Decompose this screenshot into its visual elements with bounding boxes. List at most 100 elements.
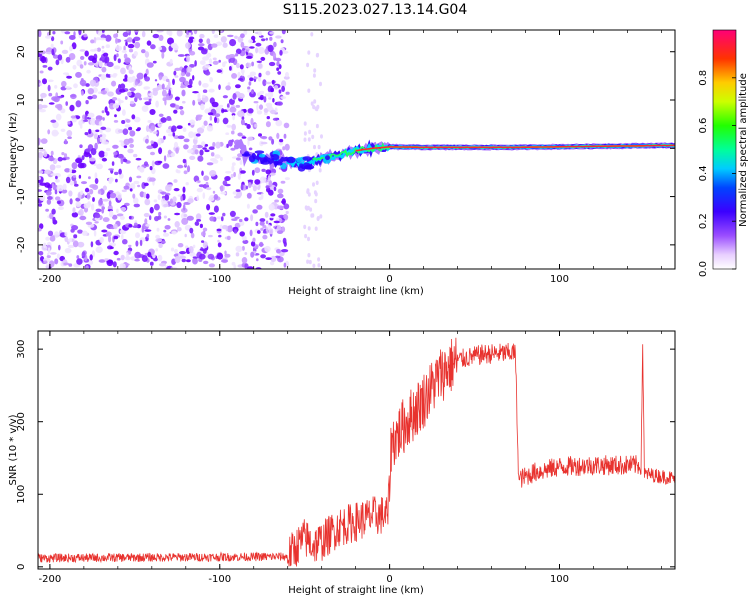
noise-blob <box>99 136 107 143</box>
noise-blob <box>226 103 230 109</box>
noise-blob <box>212 57 217 61</box>
noise-blob <box>319 81 322 87</box>
noise-blob <box>85 221 93 225</box>
noise-blob <box>251 61 255 67</box>
noise-blob <box>100 90 108 95</box>
noise-blob <box>124 96 128 100</box>
noise-blob <box>80 190 84 195</box>
noise-blob <box>64 168 71 173</box>
noise-blob <box>117 194 122 201</box>
noise-blob <box>157 194 161 201</box>
noise-blob <box>106 61 114 68</box>
noise-blob <box>164 98 167 106</box>
noise-blob <box>81 181 87 185</box>
noise-blob <box>175 104 180 110</box>
noise-blob <box>167 149 172 155</box>
noise-blob <box>38 30 42 38</box>
noise-blob <box>204 70 211 76</box>
noise-blob <box>258 104 264 110</box>
noise-blob <box>226 124 232 128</box>
noise-blob <box>60 40 64 45</box>
noise-blob <box>270 172 276 176</box>
noise-blob <box>261 38 266 42</box>
noise-blob <box>164 194 170 201</box>
noise-blob <box>55 179 61 183</box>
noise-blob <box>102 217 110 223</box>
noise-blob <box>163 155 167 162</box>
noise-blob <box>133 203 140 208</box>
noise-blob <box>253 101 259 104</box>
noise-blob <box>264 112 268 116</box>
noise-blob <box>72 174 77 178</box>
noise-blob <box>180 85 185 89</box>
noise-blob <box>119 263 126 269</box>
noise-blob <box>45 208 49 212</box>
noise-blob <box>116 213 124 217</box>
noise-blob <box>215 41 223 46</box>
noise-blob <box>159 262 166 267</box>
noise-blob <box>133 197 139 204</box>
noise-blob <box>176 227 182 232</box>
noise-blob <box>78 30 82 36</box>
noise-blob <box>256 103 259 111</box>
noise-blob <box>79 123 83 129</box>
noise-blob <box>315 123 319 129</box>
noise-blob <box>239 231 245 237</box>
noise-blob <box>193 175 200 183</box>
noise-blob <box>271 79 275 85</box>
spectrogram-y-tick-label: 0 <box>16 145 27 151</box>
noise-blob <box>244 122 248 126</box>
noise-blob <box>64 247 72 254</box>
noise-blob <box>60 58 64 65</box>
noise-blob <box>133 51 138 57</box>
noise-blob <box>205 187 212 191</box>
noise-blob <box>134 41 141 49</box>
spectrogram-x-tick-label: -100 <box>208 274 231 285</box>
noise-blob <box>268 180 273 188</box>
noise-blob <box>221 259 228 263</box>
noise-blob <box>225 132 230 135</box>
noise-blob <box>105 44 111 49</box>
noise-blob <box>45 51 52 55</box>
noise-blob <box>56 200 62 205</box>
noise-blob <box>252 209 258 214</box>
noise-blob <box>69 104 75 112</box>
noise-blob <box>96 47 101 52</box>
noise-blob <box>45 236 51 241</box>
noise-blob <box>247 179 254 183</box>
noise-blob <box>67 121 71 125</box>
noise-blob <box>153 257 158 262</box>
noise-blob <box>250 214 254 222</box>
noise-blob <box>134 258 140 262</box>
noise-blob <box>106 111 110 116</box>
noise-blob <box>98 259 106 263</box>
noise-blob <box>186 259 191 263</box>
noise-blob <box>277 239 282 243</box>
noise-blob <box>255 258 259 262</box>
noise-blob <box>245 55 253 59</box>
noise-blob <box>307 137 311 142</box>
noise-blob <box>213 205 219 213</box>
ridge-island <box>254 150 265 154</box>
noise-blob <box>146 233 150 238</box>
noise-blob <box>73 234 78 239</box>
noise-blob <box>155 234 161 239</box>
noise-blob <box>260 136 267 139</box>
snr-y-ticks: 0 100 200 300 <box>16 340 675 570</box>
noise-blob <box>93 133 98 140</box>
noise-blob <box>306 189 310 194</box>
noise-blob <box>96 30 99 35</box>
noise-blob <box>280 39 284 44</box>
noise-blob <box>201 141 206 147</box>
noise-blob <box>98 121 103 127</box>
noise-blob <box>100 126 107 130</box>
spectrogram-x-ticks: -200 -100 0 100 <box>39 30 662 285</box>
noise-blob <box>67 136 72 139</box>
noise-blob <box>161 51 165 59</box>
noise-blob <box>283 75 290 80</box>
noise-blob <box>235 53 239 57</box>
noise-blob <box>54 258 59 265</box>
noise-blob <box>272 52 277 59</box>
noise-blob <box>149 261 154 266</box>
